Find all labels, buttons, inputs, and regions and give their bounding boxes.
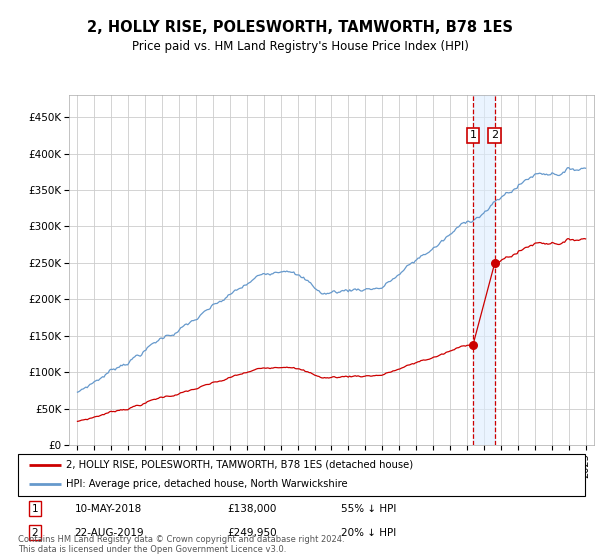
Text: 1: 1 (32, 504, 38, 514)
Text: Contains HM Land Registry data © Crown copyright and database right 2024.
This d: Contains HM Land Registry data © Crown c… (18, 535, 344, 554)
Text: 2: 2 (32, 528, 38, 538)
Text: HPI: Average price, detached house, North Warwickshire: HPI: Average price, detached house, Nort… (66, 479, 348, 489)
Text: 2, HOLLY RISE, POLESWORTH, TAMWORTH, B78 1ES: 2, HOLLY RISE, POLESWORTH, TAMWORTH, B78… (87, 20, 513, 35)
Text: £138,000: £138,000 (228, 504, 277, 514)
Point (468, 340, 478, 349)
Point (490, 259, 500, 268)
Text: 2, HOLLY RISE, POLESWORTH, TAMWORTH, B78 1ES (detached house): 2, HOLLY RISE, POLESWORTH, TAMWORTH, B78… (66, 460, 413, 470)
Text: 55% ↓ HPI: 55% ↓ HPI (341, 504, 397, 514)
Text: Price paid vs. HM Land Registry's House Price Index (HPI): Price paid vs. HM Land Registry's House … (131, 40, 469, 53)
Text: 20% ↓ HPI: 20% ↓ HPI (341, 528, 397, 538)
Text: 22-AUG-2019: 22-AUG-2019 (75, 528, 145, 538)
Text: £249,950: £249,950 (228, 528, 277, 538)
Bar (473, 95, 495, 445)
FancyBboxPatch shape (18, 454, 585, 496)
Text: 2: 2 (491, 130, 499, 141)
Text: 10-MAY-2018: 10-MAY-2018 (75, 504, 142, 514)
Text: 1: 1 (470, 130, 476, 141)
